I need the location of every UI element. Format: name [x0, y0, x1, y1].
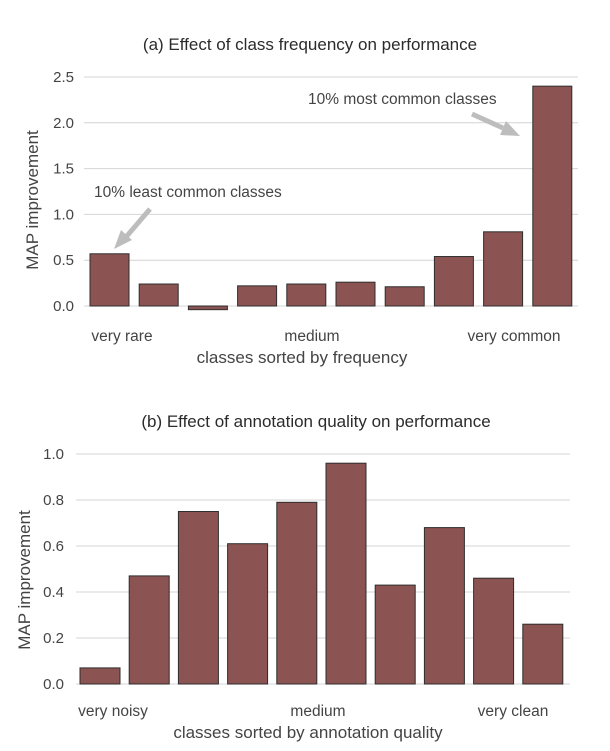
- chart-b-y-tick-label: 0.8: [43, 492, 64, 509]
- chart-a-y-ticks: 0.0 0.5 1.0 1.5 2.0 2.5: [53, 69, 74, 315]
- annotation-arrow-least-common: [114, 207, 152, 249]
- chart-a-y-tick-label: 1.0: [53, 206, 74, 223]
- chart-a-bars: [89, 85, 573, 311]
- chart-b-bar: [276, 501, 318, 685]
- chart-b-bar: [128, 575, 170, 685]
- chart-b-title: (b) Effect of annotation quality on perf…: [141, 412, 490, 431]
- chart-b-x-axis-label: classes sorted by annotation quality: [173, 723, 443, 742]
- chart-a-bar: [483, 231, 524, 307]
- chart-a-bar: [433, 256, 474, 307]
- chart-b-bar: [473, 577, 515, 685]
- chart-b-y-axis-label: MAP improvement: [15, 510, 34, 650]
- chart-b-bar: [374, 584, 416, 685]
- chart-b-bar: [423, 527, 465, 685]
- chart-b-y-tick-label: 0.2: [43, 630, 64, 647]
- chart-b-bar: [177, 511, 219, 685]
- chart-b-category-medium: medium: [290, 703, 345, 720]
- chart-a-y-tick-label: 2.0: [53, 115, 74, 132]
- chart-a-bar: [237, 285, 278, 307]
- chart-a-x-axis-label: classes sorted by frequency: [197, 348, 408, 367]
- chart-a-bar: [187, 305, 228, 311]
- chart-a-y-tick-label: 1.5: [53, 161, 74, 178]
- chart-a-y-axis-label: MAP improvement: [23, 130, 42, 270]
- chart-a: (a) Effect of class frequency on perform…: [23, 35, 578, 367]
- chart-a-y-tick-label: 2.5: [53, 69, 74, 86]
- chart-b: (b) Effect of annotation quality on perf…: [15, 412, 570, 742]
- chart-a-annotation-most-common: 10% most common classes: [308, 91, 497, 108]
- chart-b-bar: [227, 543, 269, 685]
- chart-a-bar: [286, 283, 327, 307]
- chart-b-category-very-noisy: very noisy: [78, 703, 148, 720]
- chart-a-bar: [138, 283, 179, 307]
- chart-b-y-ticks: 0.0 0.2 0.4 0.6 0.8 1.0: [43, 446, 64, 693]
- chart-b-y-tick-label: 0.4: [43, 584, 64, 601]
- chart-a-category-very-common: very common: [467, 328, 560, 345]
- annotation-arrow-most-common: [470, 111, 520, 136]
- chart-a-title: (a) Effect of class frequency on perform…: [143, 35, 477, 54]
- chart-a-y-tick-label: 0.5: [53, 252, 74, 269]
- chart-b-y-tick-label: 0.0: [43, 676, 64, 693]
- chart-b-bar: [79, 667, 121, 685]
- chart-b-category-very-clean: very clean: [478, 703, 549, 720]
- chart-b-bars: [79, 462, 564, 685]
- chart-a-bar: [89, 253, 130, 307]
- chart-a-bar: [335, 281, 376, 307]
- chart-b-y-tick-label: 0.6: [43, 538, 64, 555]
- chart-a-category-medium: medium: [284, 328, 339, 345]
- chart-a-category-very-rare: very rare: [91, 328, 152, 345]
- chart-a-y-tick-label: 0.0: [53, 298, 74, 315]
- chart-b-y-tick-label: 1.0: [43, 446, 64, 463]
- chart-b-bar: [325, 462, 367, 685]
- chart-a-bar: [384, 286, 425, 307]
- chart-a-bar: [532, 85, 573, 307]
- chart-b-bar: [522, 623, 564, 685]
- chart-a-annotation-least-common: 10% least common classes: [94, 184, 282, 201]
